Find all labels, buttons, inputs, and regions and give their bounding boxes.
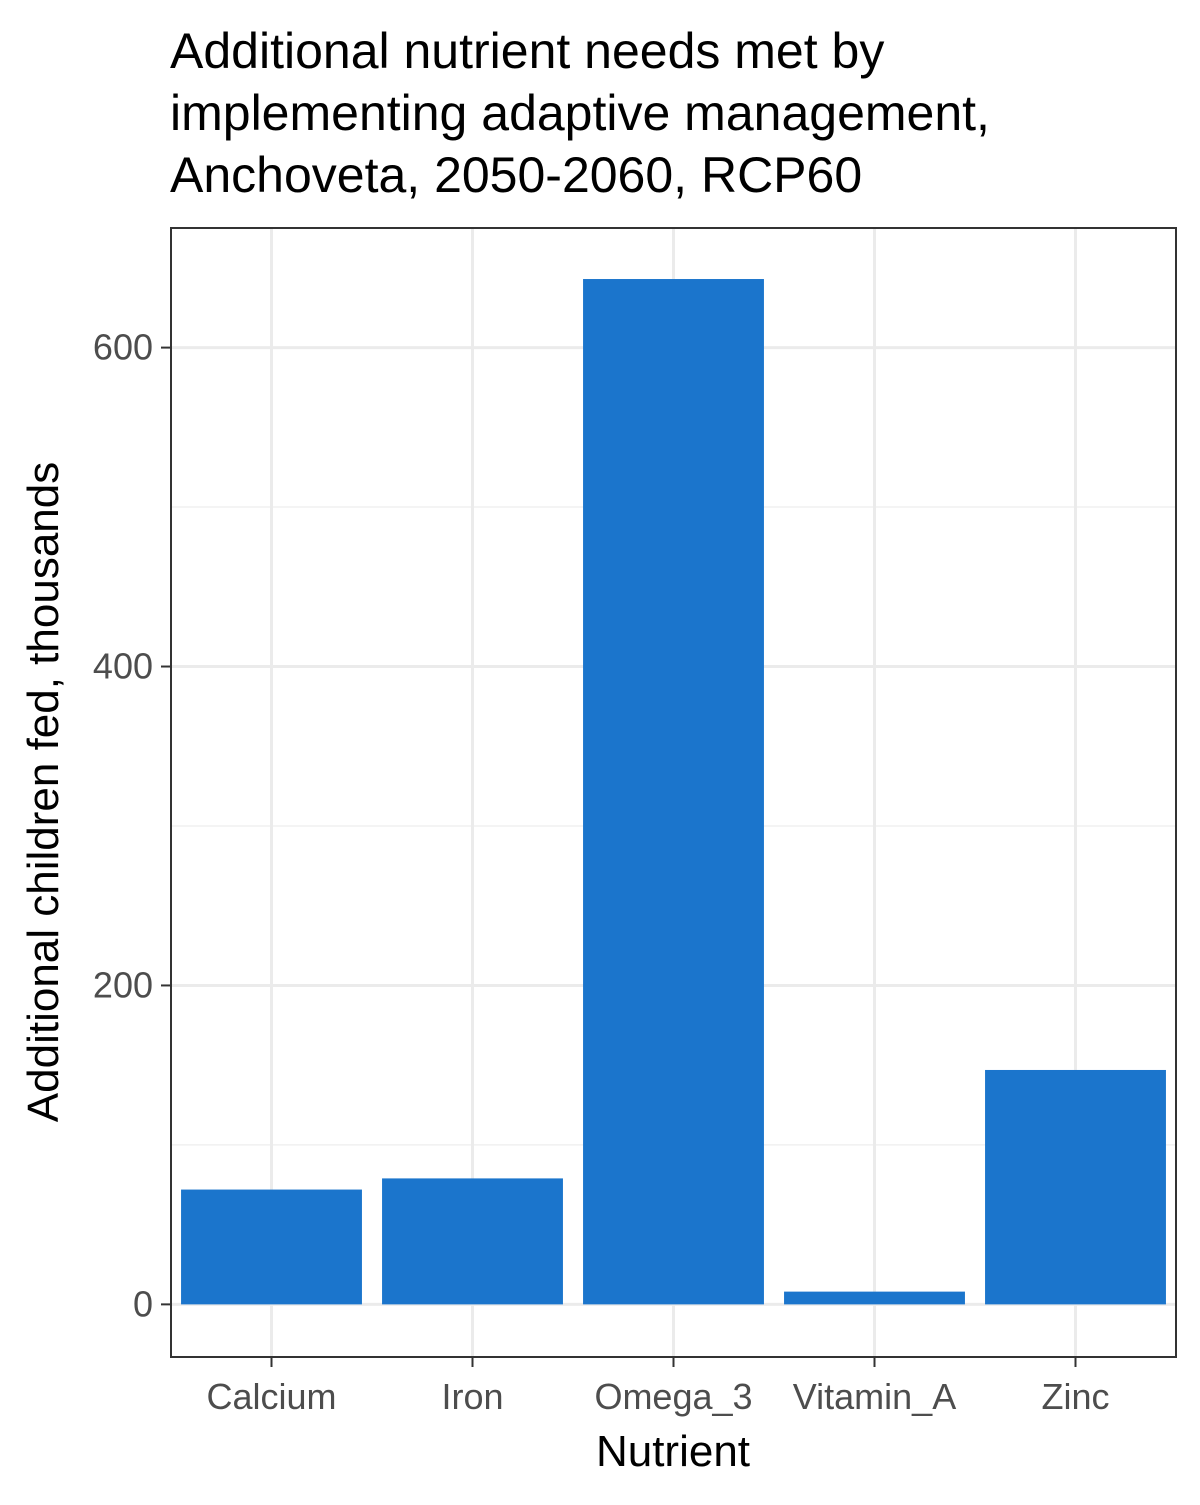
chart-title: Additional nutrient needs met by impleme… — [170, 23, 990, 203]
x-tick-label: Omega_3 — [594, 1376, 752, 1417]
bar-omega-3 — [583, 279, 764, 1305]
bar-vitamin-a — [784, 1291, 965, 1305]
x-tick-label: Vitamin_A — [793, 1376, 956, 1417]
chart-title-line-2: implementing adaptive management, — [170, 85, 990, 141]
y-tick-label: 400 — [93, 646, 153, 687]
bar-iron — [382, 1178, 563, 1305]
x-axis-title: Nutrient — [596, 1427, 750, 1476]
chart-title-line-3: Anchoveta, 2050-2060, RCP60 — [170, 147, 862, 203]
y-tick-label: 600 — [93, 327, 153, 368]
x-axis: Calcium Iron Omega_3 Vitamin_A Zinc — [206, 1357, 1110, 1417]
y-tick-label: 200 — [93, 964, 153, 1005]
chart-title-line-1: Additional nutrient needs met by — [170, 23, 884, 79]
bar-zinc — [985, 1069, 1166, 1305]
bar-calcium — [181, 1189, 362, 1305]
x-tick-label: Calcium — [206, 1376, 336, 1417]
y-axis-title: Additional children fed, thousands — [19, 462, 68, 1122]
x-tick-label: Zinc — [1041, 1376, 1109, 1417]
x-tick-label: Iron — [441, 1376, 503, 1417]
y-axis: 0 200 400 600 — [93, 327, 171, 1324]
y-tick-label: 0 — [133, 1283, 153, 1324]
bars — [181, 279, 1166, 1305]
